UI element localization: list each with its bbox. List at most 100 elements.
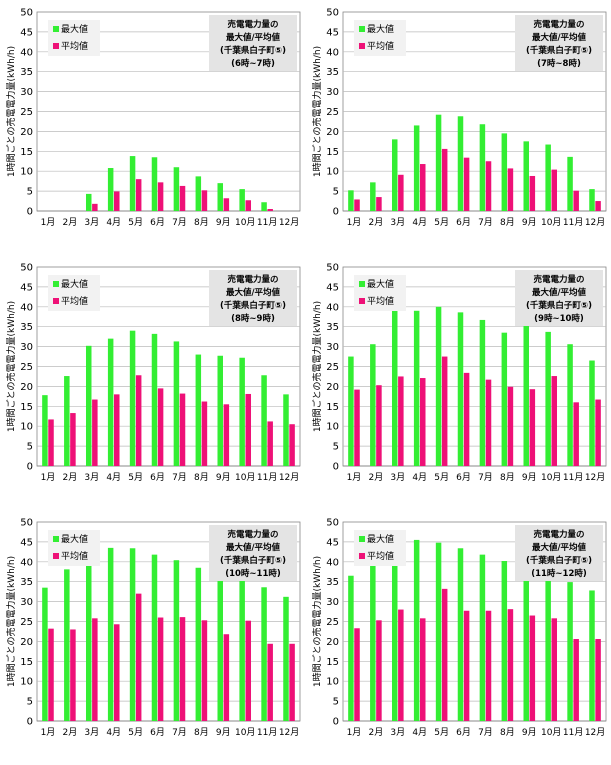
- y-tick-label: 15: [20, 402, 33, 413]
- title-line-3: (千葉県白子町⑤): [220, 45, 286, 56]
- y-tick-label: 40: [326, 47, 339, 58]
- bar-max-5: [129, 330, 136, 466]
- bar-avg-10: [551, 169, 558, 211]
- bar-avg-4: [114, 191, 120, 211]
- y-tick-label: 5: [333, 697, 339, 708]
- bar-max-12: [283, 596, 289, 721]
- y-tick-label: 35: [326, 322, 339, 333]
- x-tick-label: 8月: [194, 472, 209, 483]
- bar-max-4: [107, 168, 114, 211]
- y-tick-label: 45: [326, 537, 339, 548]
- bar-max-2: [370, 557, 376, 721]
- bar-max-7: [479, 124, 486, 211]
- x-tick-label: 6月: [456, 472, 471, 483]
- x-tick-label: 10月: [541, 217, 561, 228]
- y-tick-label: 10: [20, 422, 33, 433]
- legend-swatch-max: [53, 281, 59, 287]
- bar-avg-11: [267, 643, 273, 721]
- bar-avg-12: [289, 424, 295, 466]
- bar-avg-4: [420, 618, 426, 721]
- chart-panel-2: 0 5 10 15 20 25 30 35 40 45 50 1月 2月 3月 4月 5月 6月 7月 8月 9月 10…: [306, 0, 611, 255]
- legend-label-avg: 平均値: [367, 295, 394, 307]
- y-tick-label: 40: [20, 47, 33, 58]
- bar-avg-9: [529, 389, 536, 466]
- legend-label-max: 最大値: [61, 533, 88, 545]
- bar-max-12: [589, 590, 595, 721]
- y-tick-label: 20: [20, 127, 33, 138]
- x-tick-label: 3月: [84, 217, 99, 228]
- x-tick-label: 2月: [63, 727, 78, 738]
- bar-max-7: [479, 554, 486, 721]
- bar-avg-9: [223, 198, 230, 211]
- y-axis-label: 1時間ごとの売電電力量(kWh/h): [5, 301, 17, 432]
- y-tick-label: 20: [326, 637, 339, 648]
- bar-max-5: [435, 542, 442, 721]
- x-tick-label: 1月: [41, 217, 56, 228]
- bar-avg-5: [441, 588, 448, 721]
- chart-panel-5: 0 5 10 15 20 25 30 35 40 45 50 1月 2月 3月 4月 5月 6月 7月 8月 9月 10…: [0, 510, 305, 765]
- bar-max-6: [457, 548, 464, 721]
- bar-max-10: [239, 189, 245, 211]
- legend-swatch-avg: [53, 43, 59, 49]
- title-line-1: 売電電力量の: [226, 529, 278, 540]
- bar-max-9: [217, 564, 223, 721]
- y-tick-label: 50: [20, 8, 33, 19]
- bar-max-7: [173, 167, 180, 211]
- title-line-4: (8時~9時): [231, 313, 275, 324]
- bar-avg-2: [70, 413, 76, 466]
- bar-max-3: [391, 139, 398, 211]
- y-tick-label: 50: [326, 518, 339, 529]
- bar-avg-11: [267, 209, 273, 211]
- y-tick-label: 35: [20, 577, 33, 588]
- bar-max-3: [391, 310, 398, 466]
- y-tick-label: 50: [20, 263, 33, 274]
- y-tick-label: 40: [326, 302, 339, 313]
- x-tick-label: 4月: [412, 472, 427, 483]
- bar-avg-5: [441, 356, 448, 466]
- y-tick-label: 15: [20, 657, 33, 668]
- bar-chart-4: 0 5 10 15 20 25 30 35 40 45 50 1月 2月 3月 4月 5月 6月 7月 8月 9月 10…: [311, 263, 607, 483]
- bar-avg-6: [157, 388, 164, 466]
- bar-max-1: [348, 190, 354, 211]
- bar-avg-9: [529, 175, 536, 211]
- chart-panel-6: 0 5 10 15 20 25 30 35 40 45 50 1月 2月 3月 4月 5月 6月 7月 8月 9月 10…: [306, 510, 611, 765]
- bar-max-4: [413, 310, 420, 466]
- y-tick-label: 25: [20, 617, 33, 628]
- bar-avg-6: [463, 610, 470, 721]
- bar-max-8: [501, 561, 508, 721]
- y-tick-label: 10: [326, 167, 339, 178]
- title-box: [209, 270, 297, 326]
- bar-max-4: [107, 547, 114, 721]
- bar-avg-7: [485, 610, 492, 721]
- x-tick-label: 10月: [541, 472, 561, 483]
- y-tick-label: 45: [326, 27, 339, 38]
- legend-swatch-avg: [359, 553, 365, 559]
- bar-avg-5: [135, 179, 142, 211]
- y-tick-label: 0: [27, 462, 33, 473]
- y-tick-label: 10: [326, 677, 339, 688]
- y-tick-label: 5: [333, 187, 339, 198]
- bar-max-11: [261, 587, 267, 721]
- title-line-1: 売電電力量の: [226, 19, 278, 30]
- bar-avg-7: [485, 379, 492, 466]
- bar-avg-7: [485, 161, 492, 211]
- legend-label-avg: 平均値: [61, 40, 88, 52]
- bar-avg-7: [179, 185, 186, 211]
- y-axis-label: 1時間ごとの売電電力量(kWh/h): [311, 301, 323, 432]
- title-line-3: (千葉県白子町⑤): [220, 555, 286, 566]
- y-tick-label: 20: [326, 127, 339, 138]
- bar-max-12: [589, 360, 595, 466]
- bar-max-7: [173, 560, 180, 721]
- legend-swatch-avg: [359, 298, 365, 304]
- bar-max-8: [195, 176, 202, 211]
- bar-max-2: [370, 182, 376, 211]
- legend-label-max: 最大値: [61, 278, 88, 290]
- legend-label-avg: 平均値: [367, 40, 394, 52]
- bar-avg-8: [507, 168, 514, 211]
- title-box: [515, 270, 603, 326]
- x-tick-label: 7月: [478, 727, 493, 738]
